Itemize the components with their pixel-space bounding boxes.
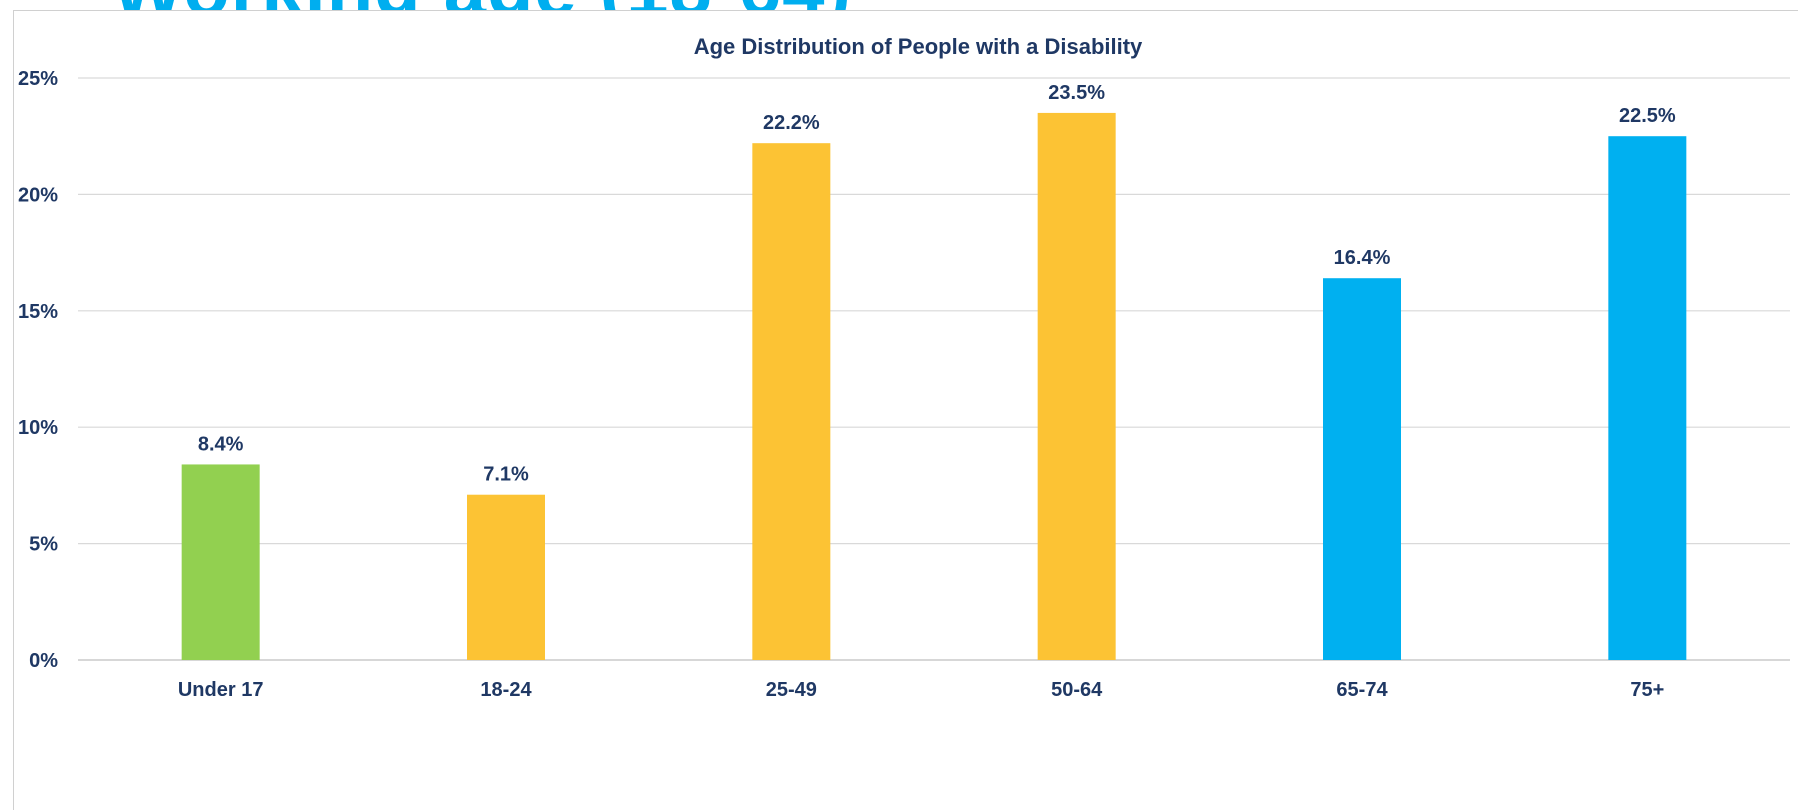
bar bbox=[1323, 278, 1401, 660]
bar bbox=[752, 143, 831, 660]
bar bbox=[467, 494, 545, 660]
x-tick-label: 18-24 bbox=[480, 679, 532, 701]
y-tick-label: 5% bbox=[29, 534, 58, 556]
data-label: 22.5% bbox=[1619, 105, 1676, 127]
y-axis: 0% 5% 10% 15% 20% 25% bbox=[18, 68, 58, 672]
chart-title: Age Distribution of People with a Disabi… bbox=[694, 34, 1143, 59]
data-label: 7.1% bbox=[483, 464, 529, 486]
x-tick-label: 75+ bbox=[1630, 679, 1664, 701]
chart-frame bbox=[13, 10, 1798, 810]
gridlines bbox=[78, 77, 1790, 661]
y-tick-label: 10% bbox=[18, 417, 58, 439]
bars bbox=[181, 112, 1687, 661]
data-label: 8.4% bbox=[198, 433, 244, 455]
data-label: 22.2% bbox=[763, 112, 820, 134]
bar bbox=[1037, 112, 1116, 661]
x-tick-label: Under 17 bbox=[178, 679, 264, 701]
bar bbox=[1608, 136, 1687, 660]
bar bbox=[181, 464, 260, 660]
x-tick-label: 25-49 bbox=[766, 679, 817, 701]
y-tick-label: 25% bbox=[18, 68, 58, 90]
x-axis: Under 17 18-24 25-49 50-64 65-74 75+ bbox=[178, 679, 1664, 701]
data-label: 23.5% bbox=[1048, 82, 1105, 104]
y-tick-label: 0% bbox=[29, 650, 58, 672]
data-labels: 8.4% 7.1% 22.2% 23.5% 16.4% 22.5% bbox=[198, 82, 1676, 486]
y-tick-label: 20% bbox=[18, 184, 58, 206]
x-tick-label: 50-64 bbox=[1051, 679, 1103, 701]
x-tick-label: 65-74 bbox=[1336, 679, 1388, 701]
data-label: 16.4% bbox=[1334, 247, 1391, 269]
y-tick-label: 15% bbox=[18, 301, 58, 323]
